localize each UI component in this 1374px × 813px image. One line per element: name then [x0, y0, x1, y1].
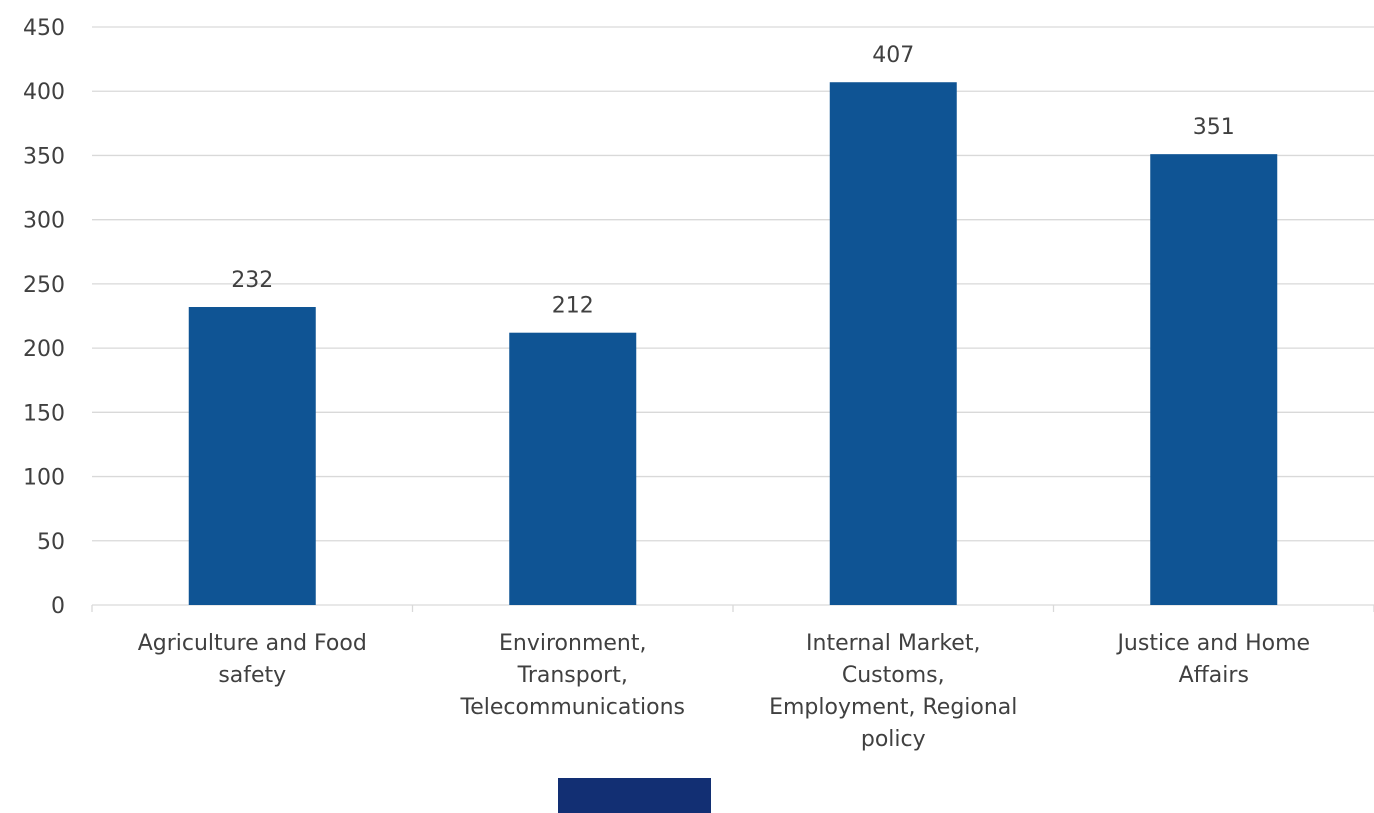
category-label-line: safety — [218, 663, 286, 688]
category-label: Justice and Home Affairs — [1115, 631, 1310, 688]
category-label-line: Internal Market, — [806, 631, 980, 656]
bar — [188, 307, 316, 605]
data-label: 232 — [231, 268, 273, 293]
y-tick-label: 450 — [23, 16, 65, 41]
data-label: 212 — [552, 294, 594, 319]
y-tick-label: 300 — [23, 209, 65, 234]
y-tick-label: 0 — [51, 594, 65, 619]
y-tick-label: 200 — [23, 337, 65, 362]
y-tick-label: 50 — [37, 530, 65, 555]
bars — [188, 82, 1278, 606]
data-label: 407 — [872, 43, 914, 68]
category-label-line: Environment, — [499, 631, 646, 656]
legend-swatch — [558, 778, 711, 813]
category-label-line: Employment, Regional — [769, 695, 1017, 720]
category-label: Environment, Transport, Telecommunications — [460, 631, 685, 720]
legend — [558, 778, 711, 813]
category-label-line: Customs, — [842, 663, 945, 688]
category-label: Agriculture and Food safety — [138, 631, 367, 688]
data-labels: 232 212 407 351 — [231, 43, 1235, 318]
bar — [509, 332, 637, 605]
bar — [829, 82, 957, 606]
y-tick-label: 400 — [23, 80, 65, 105]
category-label-line: Agriculture and Food — [138, 631, 367, 656]
category-label-line: policy — [861, 727, 926, 752]
y-tick-label: 150 — [23, 401, 65, 426]
y-tick-label: 250 — [23, 273, 65, 298]
category-label: Internal Market, Customs, Employment, Regi… — [769, 631, 1017, 752]
y-axis-tick-labels: 0 50 100 150 200 250 300 350 400 450 — [23, 16, 65, 619]
y-tick-label: 100 — [23, 466, 65, 491]
category-label-line: Telecommunications — [460, 695, 685, 720]
x-axis — [91, 604, 1374, 612]
data-label: 351 — [1193, 115, 1235, 140]
category-labels: Agriculture and Food safety Environment, Tr… — [138, 631, 1310, 752]
category-label-line: Justice and Home — [1115, 631, 1310, 656]
category-label-line: Transport, — [517, 663, 628, 688]
y-tick-label: 350 — [23, 144, 65, 169]
bar — [1150, 154, 1278, 605]
category-label-line: Affairs — [1179, 663, 1249, 688]
